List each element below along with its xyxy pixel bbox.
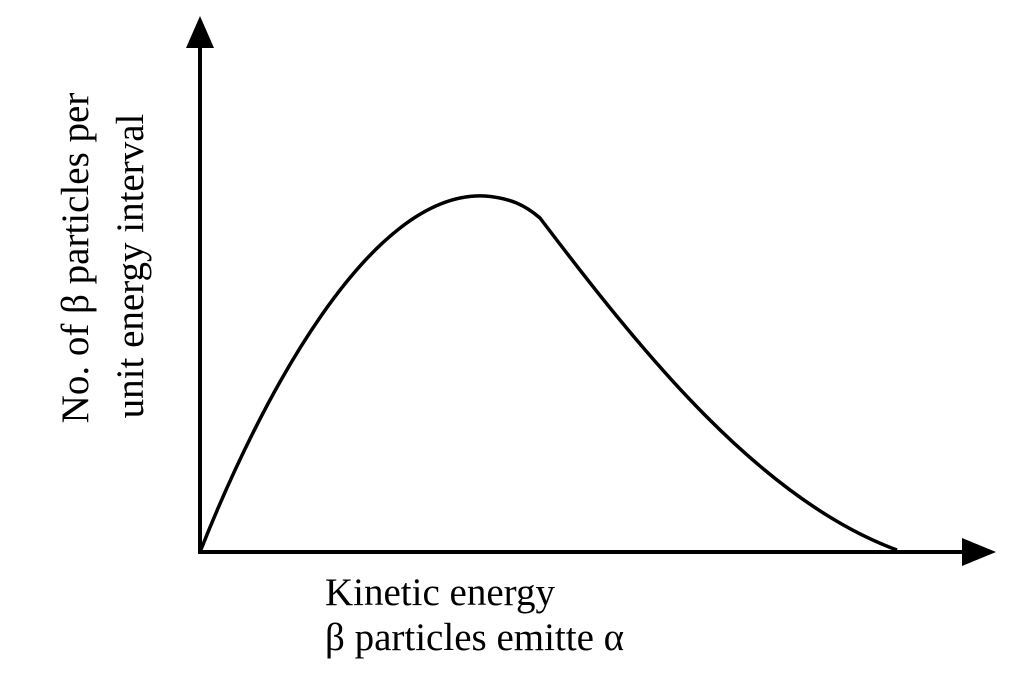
- y-axis-label: No. of β particles per: [54, 93, 97, 424]
- y-axis-label: unit energy interval: [109, 113, 152, 418]
- energy-spectrum-curve: [198, 194, 898, 553]
- y-axis-arrow: [186, 16, 214, 48]
- x-axis-label: β particles emitte α: [325, 616, 624, 659]
- x-axis-label: Kinetic energy: [325, 571, 555, 614]
- x-axis-arrow: [962, 538, 996, 566]
